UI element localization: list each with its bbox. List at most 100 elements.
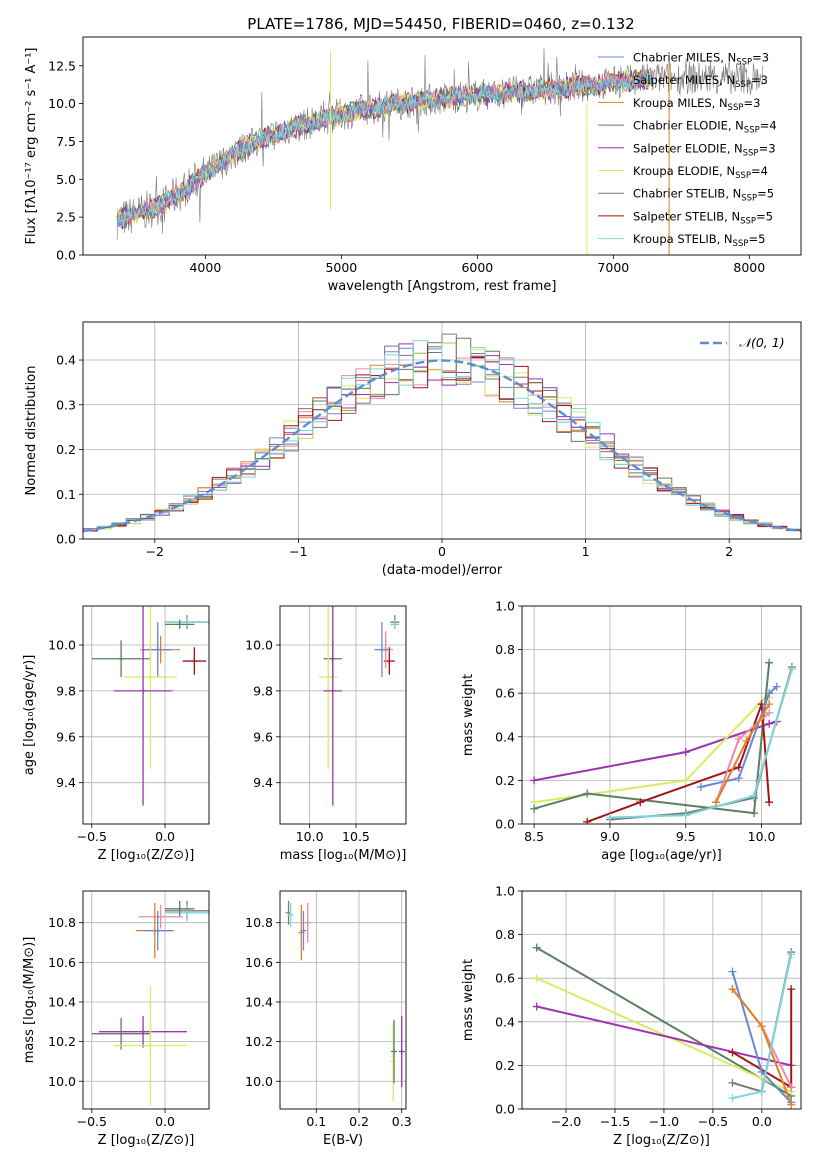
x-tick-label: 10.0 — [748, 829, 776, 844]
x-tick-label: 0.1 — [306, 1114, 326, 1129]
y-tick-label: 0.4 — [495, 729, 515, 744]
x-tick-label: 0.3 — [392, 1114, 412, 1129]
legend-entry: Salpeter STELIB, NSSP=5 — [633, 209, 773, 226]
axes-frame — [521, 890, 802, 1110]
data-point — [787, 950, 796, 959]
data-point — [765, 708, 774, 717]
data-point — [391, 621, 398, 628]
y-tick-label: 2.5 — [56, 210, 76, 225]
legend-entry-value: =4 — [751, 164, 768, 178]
data-point — [787, 1083, 796, 1092]
legend-entry-sub: SSP — [735, 171, 751, 181]
y-tick-label: 7.5 — [56, 134, 76, 149]
y-tick-label: 0.4 — [495, 1014, 515, 1029]
x-tick-label: 10.0 — [296, 829, 324, 844]
y-tick-label: 10.8 — [48, 915, 76, 930]
legend-entry-name: Chabrier ELODIE, N — [633, 119, 744, 133]
y-tick-label: 10.0 — [48, 1074, 76, 1089]
legend-entry-sub: SSP — [735, 80, 751, 90]
x-tick-label: −2 — [146, 544, 164, 559]
legend-entry: Salpeter MILES, NSSP=3 — [633, 73, 768, 90]
plot-area — [280, 606, 406, 824]
axes-mass-vs-EBV: 0.1 0.2 0.3 10.0 10.2 10.4 10.6 10.8 E(B-V) — [245, 890, 412, 1148]
data-point — [329, 687, 336, 694]
x-tick-label: 7000 — [597, 260, 629, 275]
legend-entry-sub: SSP — [743, 148, 759, 158]
data-point — [765, 689, 774, 698]
axes-age-vs-Z: −0.5 0.0 9.4 9.6 9.8 10.0 Z [log₁₀(Z/Z⊙)] age [… — [22, 605, 210, 863]
data-point — [712, 798, 721, 807]
legend-entry-sub: SSP — [733, 239, 749, 249]
histogram-kroupa_stelib — [83, 340, 801, 539]
x-tick-label: 8.5 — [524, 829, 544, 844]
x-axis-label: Z [log₁₀(Z/Z⊙)] — [98, 848, 195, 863]
data-point — [583, 817, 592, 824]
data-point — [147, 674, 154, 681]
data-point — [530, 776, 539, 785]
y-tick-label: 0.0 — [495, 1102, 515, 1117]
y-tick-label: 0.1 — [56, 487, 76, 502]
x-tick-label: 0.2 — [349, 1114, 369, 1129]
weight-series-salpeter_elodie — [536, 1005, 792, 1067]
data-point — [191, 658, 198, 665]
legend-entry-name: Salpeter MILES, N — [633, 73, 735, 87]
data-point — [147, 1042, 154, 1049]
legend-entry-value: =4 — [760, 119, 777, 133]
legend-entry-name: Kroupa MILES, N — [633, 96, 728, 110]
data-point — [530, 804, 539, 813]
y-axis-label: Flux [fλ10⁻¹⁷ erg cm⁻² s⁻¹ A⁻¹] — [24, 48, 39, 245]
data-point — [154, 646, 161, 653]
y-tick-label: 10.2 — [48, 1034, 76, 1049]
legend-entry-name: Chabrier STELIB, N — [633, 187, 741, 201]
plot-area — [522, 606, 801, 824]
y-tick-label: 0.8 — [495, 642, 515, 657]
axes-frame — [82, 605, 210, 825]
data-point — [728, 1078, 737, 1087]
y-tick-label: 0.0 — [495, 817, 515, 832]
y-axis-label: mass [log₁₀(M/M⊙)] — [22, 937, 37, 1064]
axes-age-vs-mass: 10.0 10.5 9.4 9.6 9.8 10.0 mass [log₁₀(M/M⊙)] — [245, 605, 407, 863]
data-point — [325, 674, 332, 681]
x-tick-label: 6000 — [461, 260, 493, 275]
plots-layer: 4000 5000 6000 7000 80000.02.55.07.510.012.5… — [22, 36, 802, 1148]
x-tick-label: 0.0 — [155, 829, 175, 844]
data-point — [787, 985, 796, 994]
axes-frame — [279, 890, 407, 1110]
legend-entry-name: Kroupa ELODIE, N — [633, 164, 735, 178]
y-tick-label: 1.0 — [495, 599, 515, 614]
axes-residuals: −2 −1 0 1 2 0.0 0.1 0.2 0.3 0.4 (data-model)/error… — [24, 321, 802, 578]
y-tick-label: 0.6 — [495, 971, 515, 986]
data-point — [681, 811, 690, 820]
data-point — [728, 985, 737, 994]
model-line-chabrier_miles — [116, 70, 654, 229]
data-point — [304, 919, 311, 926]
plot-area — [522, 891, 801, 1109]
x-tick-label: 0 — [438, 544, 446, 559]
x-axis-label: Z [log₁₀(Z/Z⊙)] — [98, 1133, 195, 1148]
data-point — [636, 798, 645, 807]
data-point — [742, 737, 751, 746]
data-point — [391, 1048, 398, 1055]
axes-weight-vs-Z: −2.0 −1.5 −1.0 −0.5 0.0 0.0 0.2 0.4 0.6 0.8 1.0 Z [… — [461, 884, 802, 1148]
legend-entry: Chabrier MILES, NSSP=3 — [633, 51, 769, 68]
figure-title: PLATE=1786, MJD=54450, FIBERID=0460, z=0… — [247, 15, 634, 33]
y-tick-label: 0.0 — [56, 532, 76, 547]
legend-entry: 𝒩(0, 1) — [739, 335, 785, 350]
data-point — [734, 734, 743, 743]
y-tick-label: 10.4 — [48, 994, 76, 1009]
axes-frame — [82, 890, 210, 1110]
normal-curve — [83, 359, 801, 533]
legend-entry-name: Kroupa STELIB, N — [633, 232, 733, 246]
legend-entry-value: =3 — [743, 96, 760, 110]
data-point — [390, 1058, 397, 1065]
axes-frame — [82, 36, 802, 256]
data-point — [728, 1048, 737, 1057]
data-point — [287, 911, 294, 918]
legend-entry-sub: SSP — [736, 58, 752, 68]
y-tick-label: 0.2 — [495, 1058, 515, 1073]
legend-entry-value: =3 — [759, 141, 776, 155]
data-point — [749, 809, 758, 818]
x-tick-label: 9.5 — [676, 829, 696, 844]
data-point — [681, 748, 690, 757]
y-tick-label: 10.6 — [48, 955, 76, 970]
